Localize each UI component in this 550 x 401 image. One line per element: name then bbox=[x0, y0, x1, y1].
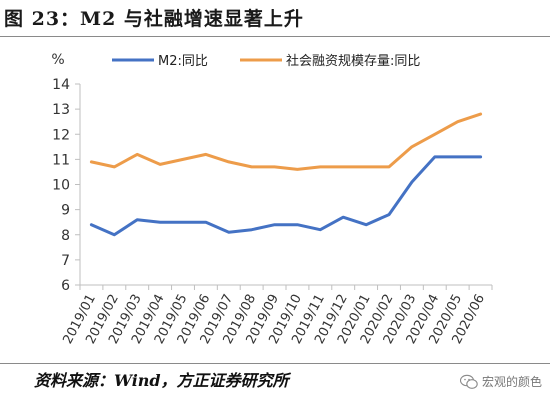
y-tick-label: 9 bbox=[61, 203, 70, 219]
series-line-1 bbox=[89, 155, 483, 237]
legend-label-1: M2:同比 bbox=[158, 54, 208, 69]
y-tick-label: 12 bbox=[52, 127, 70, 143]
y-tick-label: 7 bbox=[61, 253, 70, 269]
title-divider bbox=[0, 36, 550, 37]
source-divider bbox=[0, 363, 550, 364]
y-tick-label: 14 bbox=[52, 77, 70, 93]
wechat-icon bbox=[459, 374, 478, 389]
y-tick-label: 13 bbox=[52, 102, 70, 118]
figure-title: 图 23：M2 与社融增速显著上升 bbox=[4, 8, 304, 30]
y-tick-label: 6 bbox=[61, 278, 70, 294]
y-tick-label: 11 bbox=[52, 152, 70, 168]
watermark: 宏观的颜色 bbox=[459, 370, 542, 394]
y-unit-label: % bbox=[51, 52, 64, 68]
legend-label-2: 社会融资规模存量:同比 bbox=[286, 53, 420, 69]
source-note: 资料来源：Wind，方正证券研究所 bbox=[34, 371, 289, 390]
line-chart: %678910111213142019/012019/022019/032019… bbox=[51, 52, 493, 347]
series-line-2 bbox=[89, 112, 483, 171]
y-tick-label: 10 bbox=[52, 178, 70, 194]
y-tick-label: 8 bbox=[61, 228, 70, 244]
watermark-text: 宏观的颜色 bbox=[481, 375, 542, 389]
